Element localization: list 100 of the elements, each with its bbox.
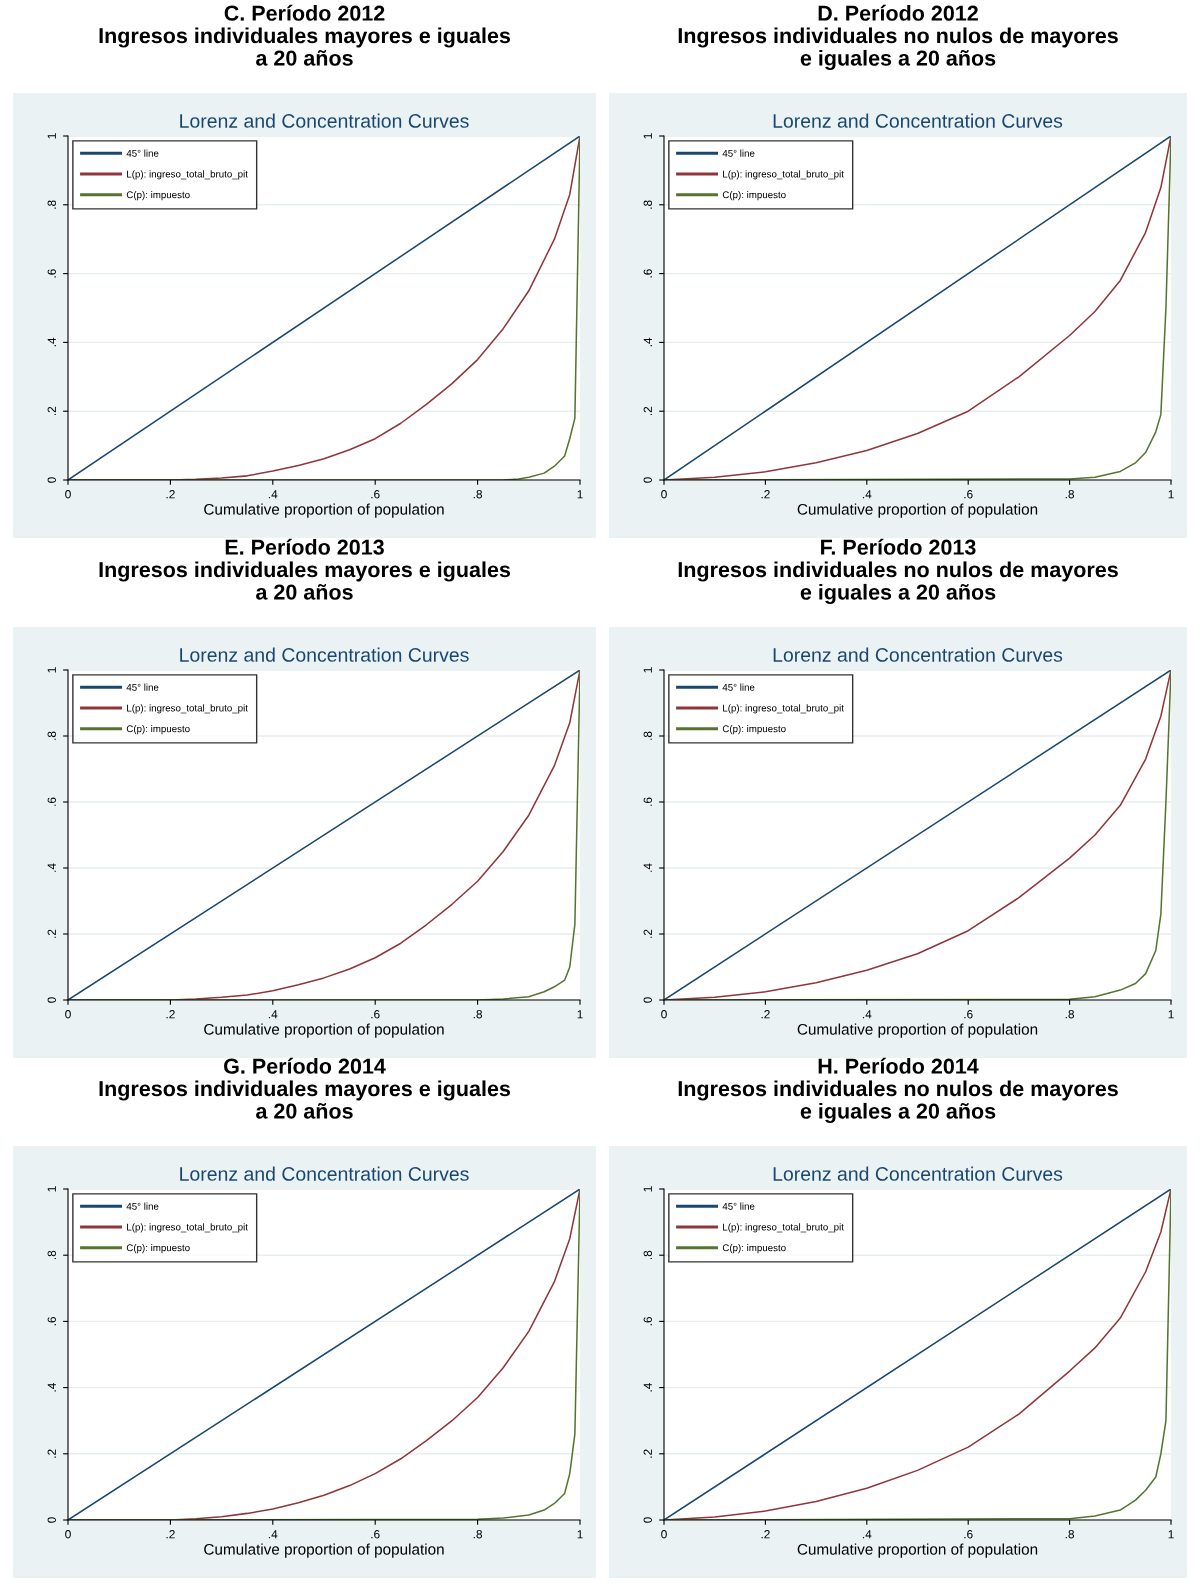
chart-subtitle: Lorenz and Concentration Curves [773, 647, 1063, 662]
y-tick-label: 1 [47, 1186, 56, 1192]
y-tick-label: 0 [643, 1517, 652, 1523]
legend-label: C(p): impuesto [126, 1244, 190, 1254]
y-tick-label: .6 [643, 269, 652, 278]
x-tick-label: 0 [661, 1530, 667, 1539]
y-tick-label: .6 [47, 269, 56, 278]
y-tick-label: .8 [47, 1250, 56, 1260]
x-tick-label: 1 [577, 1530, 583, 1539]
x-tick-label: .2 [761, 1010, 770, 1019]
y-tick-label: 0 [47, 477, 56, 483]
x-tick-label: .8 [473, 1010, 483, 1019]
legend-label: 45° line [722, 149, 755, 157]
y-tick-label: .8 [47, 731, 56, 740]
x-tick-label: 1 [577, 1010, 583, 1019]
chart-title: E. Período 2013 Ingresos individuales mayores e iguales a 20 años [99, 538, 511, 600]
x-tick-label: 0 [65, 1010, 71, 1019]
x-tick-label: .6 [371, 1530, 380, 1539]
legend-label: 45° line [126, 149, 159, 157]
legend-label: C(p): impuesto [722, 725, 786, 735]
x-tick-label: 0 [661, 490, 667, 499]
y-tick-label: .8 [643, 1250, 652, 1260]
x-tick-label: .8 [1065, 1010, 1075, 1019]
chart-title: F. Período 2013 Ingresos individuales no nulos de mayores e iguales a 20 años [678, 538, 1118, 605]
x-tick-label: .2 [761, 490, 770, 499]
y-tick-label: .4 [643, 1383, 652, 1392]
x-tick-label: .8 [473, 490, 483, 499]
x-tick-label: .6 [964, 1010, 973, 1019]
legend-label: C(p): impuesto [722, 191, 786, 201]
y-tick-label: 1 [643, 667, 652, 673]
y-tick-label: .8 [47, 200, 56, 209]
x-tick-label: .4 [268, 1010, 278, 1019]
y-tick-label: .4 [643, 337, 652, 347]
x-axis-title: Cumulative proportion of population [204, 503, 444, 518]
x-tick-label: .2 [166, 1530, 175, 1539]
y-tick-label: 0 [643, 477, 652, 483]
y-tick-label: .4 [47, 863, 56, 872]
y-tick-label: 0 [47, 997, 56, 1003]
y-tick-label: .2 [47, 406, 56, 416]
y-tick-label: .8 [643, 200, 652, 209]
legend-label: 45° line [722, 683, 755, 691]
chart-subtitle: Lorenz and Concentration Curves [773, 113, 1063, 128]
x-tick-label: .8 [1065, 1530, 1075, 1539]
y-tick-label: .2 [47, 1449, 56, 1458]
x-tick-label: 0 [661, 1010, 667, 1019]
x-axis-title: Cumulative proportion of population [204, 1543, 444, 1558]
chart-subtitle: Lorenz and Concentration Curves [180, 113, 469, 128]
y-tick-label: .4 [47, 1383, 56, 1392]
x-axis-title: Cumulative proportion of population [204, 1023, 444, 1038]
legend-label: L(p): ingreso_total_bruto_pit [127, 704, 248, 714]
legend-label: 45° line [126, 1202, 159, 1210]
chart-subtitle: Lorenz and Concentration Curves [773, 1166, 1063, 1181]
y-tick-label: 1 [47, 133, 56, 139]
x-axis-title: Cumulative proportion of population [797, 1023, 1038, 1038]
x-tick-label: .6 [371, 1010, 380, 1019]
y-tick-label: 0 [47, 1517, 56, 1523]
x-tick-label: .2 [166, 490, 175, 499]
y-tick-label: .2 [47, 929, 56, 938]
legend-label: C(p): impuesto [722, 1244, 786, 1254]
y-tick-label: .4 [47, 337, 56, 347]
x-tick-label: .4 [862, 490, 872, 499]
y-tick-label: 1 [47, 667, 56, 673]
y-tick-label: 0 [643, 997, 652, 1003]
x-axis-title: Cumulative proportion of population [797, 503, 1038, 518]
chart-title: C. Período 2012 Ingresos individuales mayores e iguales a 20 años [99, 4, 511, 66]
x-axis-title: Cumulative proportion of population [797, 1543, 1038, 1558]
x-tick-label: .4 [862, 1010, 872, 1019]
x-tick-label: 1 [1168, 1010, 1174, 1019]
legend-label: L(p): ingreso_total_bruto_pit [127, 170, 248, 180]
y-tick-label: .2 [643, 929, 652, 938]
x-tick-label: 0 [65, 490, 71, 499]
y-tick-label: .6 [47, 1317, 56, 1326]
x-tick-label: .8 [1065, 490, 1075, 499]
legend-label: C(p): impuesto [126, 191, 190, 201]
chart-title: G. Período 2014 Ingresos individuales mayores e iguales a 20 años [99, 1057, 511, 1119]
x-tick-label: .2 [761, 1530, 770, 1539]
y-tick-label: .6 [643, 797, 652, 806]
x-tick-label: .4 [268, 490, 278, 499]
legend-label: L(p): ingreso_total_bruto_pit [723, 170, 844, 180]
y-tick-label: .2 [643, 1449, 652, 1458]
y-tick-label: .4 [643, 863, 652, 872]
legend-label: 45° line [722, 1202, 755, 1210]
y-tick-label: .6 [643, 1317, 652, 1326]
x-tick-label: 0 [65, 1530, 71, 1539]
x-tick-label: .2 [166, 1010, 175, 1019]
y-tick-label: .2 [643, 406, 652, 416]
x-tick-label: 1 [577, 490, 583, 499]
legend-label: L(p): ingreso_total_bruto_pit [723, 704, 844, 714]
legend-label: C(p): impuesto [126, 725, 190, 735]
x-tick-label: .6 [964, 490, 973, 499]
y-tick-label: 1 [643, 1186, 652, 1192]
y-tick-label: .8 [643, 731, 652, 740]
x-tick-label: .4 [862, 1530, 872, 1539]
x-tick-label: 1 [1168, 1530, 1174, 1539]
x-tick-label: .6 [371, 490, 380, 499]
legend-label: L(p): ingreso_total_bruto_pit [127, 1223, 248, 1233]
y-tick-label: .6 [47, 797, 56, 806]
chart-title: D. Período 2012 Ingresos individuales no nulos de mayores e iguales a 20 años [678, 4, 1118, 71]
chart-subtitle: Lorenz and Concentration Curves [180, 1166, 469, 1181]
x-tick-label: 1 [1168, 490, 1174, 499]
